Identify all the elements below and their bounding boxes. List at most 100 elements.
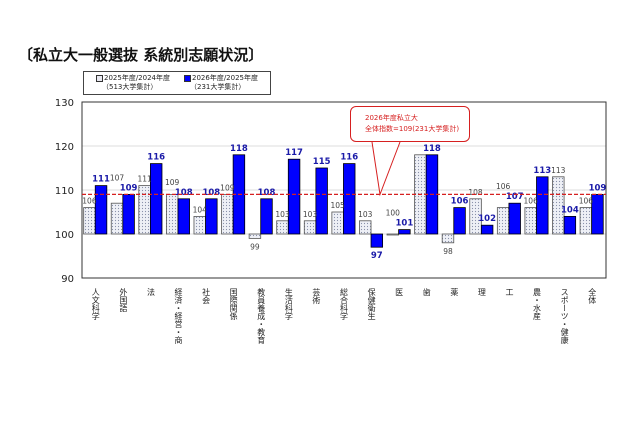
bar-2026: [343, 163, 356, 235]
x-tick-label: 医: [395, 288, 404, 296]
data-label-2026: 116: [340, 153, 358, 163]
data-label-2025: 108: [468, 188, 483, 197]
bar-2026: [315, 167, 328, 235]
data-label-2025: 106: [496, 182, 511, 191]
bar-2025: [331, 211, 344, 235]
plot-frame: [81, 101, 607, 279]
data-label-2026: 118: [423, 144, 441, 154]
data-label-2026: 109: [589, 183, 607, 193]
x-tick-label: 保健衛生: [367, 287, 376, 320]
callout-line1: 2026年度私立大: [365, 114, 418, 122]
data-label-2025: 98: [443, 247, 453, 256]
data-label-2026: 111: [92, 175, 110, 185]
data-label-2025: 105: [330, 201, 345, 210]
x-tick-label: 生活科学: [284, 287, 293, 320]
bar-2026: [205, 198, 218, 235]
bar-2025: [110, 202, 124, 235]
bar-2025: [359, 220, 372, 235]
callout-line2: 全体指数=109(231大学集計): [365, 125, 460, 133]
chart-title: 〔私立大一般選抜 系統別志願状況〕: [18, 46, 264, 64]
data-label-2026: 108: [175, 188, 193, 198]
data-label-2026: 115: [313, 157, 331, 167]
legend-label: 2025年度/2024年度: [104, 74, 170, 82]
data-label-2026: 97: [371, 251, 383, 261]
bar-2025: [496, 207, 510, 235]
data-label-2026: 118: [230, 144, 248, 154]
x-tick-label: 外国語: [119, 287, 128, 313]
legend-label: 2026年度/2025年度: [192, 74, 258, 82]
data-label-2025: 111: [137, 175, 152, 184]
bar-2026: [177, 198, 190, 235]
x-tick-label: 経済・経営・商: [174, 287, 183, 345]
bar-2025: [303, 220, 317, 235]
bar-2025: [165, 193, 179, 235]
data-label-2026: 109: [120, 183, 138, 193]
data-label-2025: 107: [110, 173, 125, 182]
bar-2025: [276, 220, 289, 235]
data-label-2026: 101: [396, 219, 414, 229]
data-label-2026: 117: [285, 148, 303, 158]
y-tick-label: 130: [55, 98, 74, 109]
callout-pointer: [371, 141, 401, 197]
x-tick-label: 工: [505, 288, 514, 296]
y-tick-label: 90: [61, 274, 74, 285]
legend-sublabel: （513大学集計）: [102, 83, 158, 91]
bar-2025: [221, 193, 234, 235]
data-label-2026: 104: [561, 205, 579, 215]
bar-2026: [453, 207, 466, 235]
x-tick-label: 法: [146, 287, 155, 297]
data-label-2026: 108: [258, 188, 276, 198]
x-tick-label: 国際関係: [229, 288, 238, 321]
data-label-2025: 100: [386, 209, 401, 218]
y-tick-label: 110: [55, 186, 74, 197]
data-label-2025: 109: [220, 183, 235, 192]
bar-2026: [370, 233, 384, 248]
data-label-2025: 103: [275, 210, 290, 219]
data-label-2025: 106: [524, 197, 539, 206]
bar-2025: [138, 185, 151, 235]
y-tick-label: 100: [55, 230, 74, 241]
bar-2026: [260, 198, 273, 235]
data-label-2026: 108: [202, 188, 220, 198]
x-tick-label: 人文科学: [91, 288, 100, 320]
bar-2025: [469, 198, 482, 235]
bar-2026: [480, 224, 494, 235]
x-tick-label: スポーツ・健康: [560, 288, 569, 344]
x-tick-label: 全体: [588, 287, 597, 305]
x-tick-label: 教員養成・教育: [257, 287, 266, 345]
data-label-2025: 99: [250, 242, 260, 251]
legend-swatch-2025: [96, 74, 103, 82]
legend: 2025年度/2024年度 （513大学集計） 2026年度/2025年度 （2…: [83, 71, 271, 95]
data-label-2025: 113: [551, 166, 566, 175]
bar-2026: [536, 176, 549, 235]
x-tick-label: 総合科学: [340, 287, 349, 320]
data-label-2026: 102: [478, 214, 496, 224]
bar-2025: [248, 233, 262, 239]
x-tick-label: 理: [477, 288, 486, 296]
x-tick-label: 芸術: [312, 287, 321, 305]
data-label-2026: 113: [533, 166, 551, 176]
bar-2026: [149, 163, 163, 235]
bar-2025: [386, 233, 400, 236]
legend-item-2026: 2026年度/2025年度 （231大学集計）: [184, 74, 258, 92]
data-label-2025: 103: [358, 210, 373, 219]
bar-2026: [398, 229, 411, 235]
legend-sublabel: （231大学集計）: [190, 83, 246, 91]
data-label-2025: 109: [165, 178, 180, 187]
bar-2025: [441, 233, 455, 244]
bar-2025: [579, 207, 593, 235]
bar-2026: [591, 193, 604, 235]
bar-2025: [83, 207, 96, 235]
bar-2026: [94, 185, 108, 235]
data-label-2026: 106: [451, 197, 469, 207]
bar-2026: [122, 193, 135, 235]
bar-2026: [563, 215, 577, 235]
bar-2025: [524, 207, 537, 235]
x-tick-label: 薬: [450, 287, 459, 297]
data-label-2026: 116: [147, 153, 165, 163]
legend-item-2025: 2025年度/2024年度 （513大学集計）: [96, 74, 170, 92]
bar-2025: [552, 176, 565, 235]
x-tick-label: 社会: [202, 287, 211, 305]
